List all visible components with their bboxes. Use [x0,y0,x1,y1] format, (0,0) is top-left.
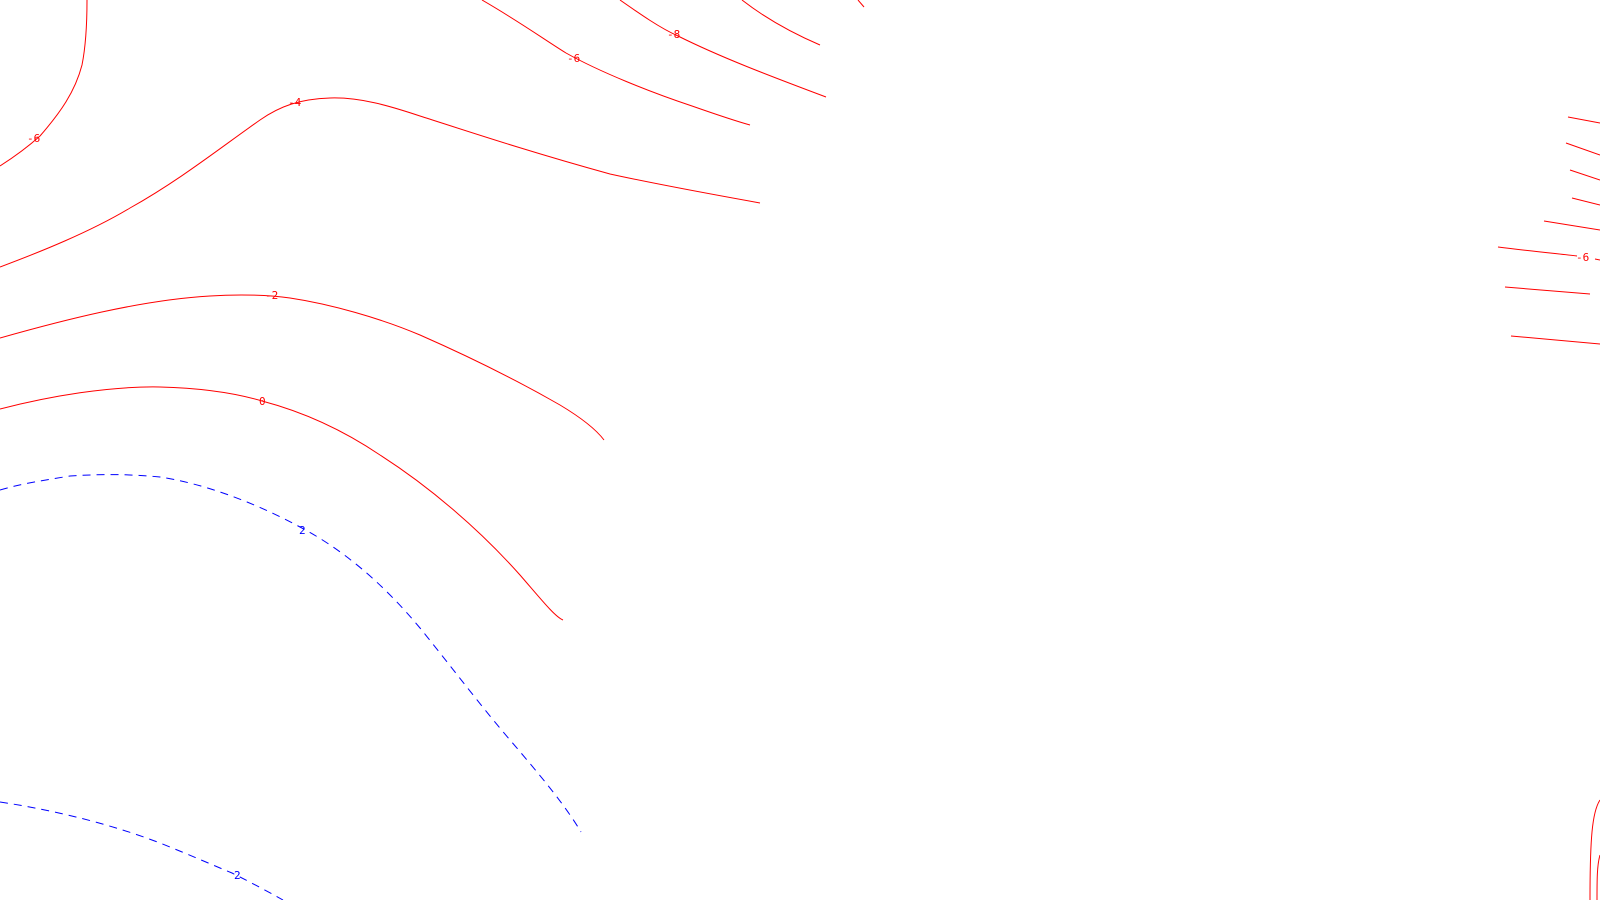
contour-line-neg4 [0,97,761,268]
contour-line-neg6-top [481,0,751,126]
contour-line-right-4 [1571,197,1600,206]
contour-line-right-7 [1504,286,1591,295]
contour-label-neg2: -2 [265,289,278,302]
contour-line-neg6-right [1497,246,1600,261]
contour-line-right-8 [1510,335,1600,345]
contour-label-pos2-b: 2 [234,869,241,882]
contour-line-right-3 [1569,169,1600,181]
contour-line-right-1 [1567,116,1600,124]
contour-label-zero: 0 [259,395,266,408]
contour-line-zero [0,386,564,621]
contour-label-pos2-a: 2 [299,524,306,537]
contour-line-right-bottom-arc [1589,799,1600,900]
contour-line-right-5 [1543,220,1600,231]
contour-label-neg6-left: -6 [27,132,40,145]
contour-label-neg4: -4 [288,96,302,109]
contour-label-neg6-right: -6 [1576,251,1589,264]
contour-line-right-2 [1565,142,1600,156]
contour-line-neg8-top [619,0,827,98]
contour-line-neg6-left [0,0,88,167]
contour-line-top-stub [857,0,865,8]
contour-label-neg8-top: -8 [667,28,680,41]
contour-line-neg2 [0,294,605,441]
contour-label-neg6-top: -6 [567,52,580,65]
contour-line-neg8-top-b [741,0,821,46]
contour-line-pos2-b [0,801,284,900]
